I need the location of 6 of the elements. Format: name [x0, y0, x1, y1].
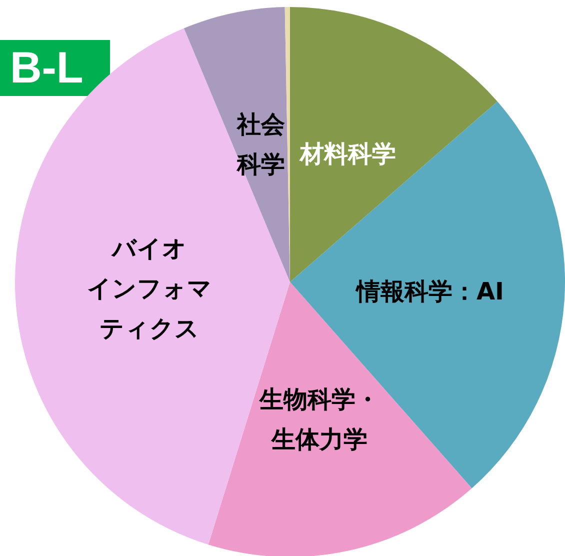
slice-label: 材料科学: [299, 140, 396, 168]
text: B-L: [10, 44, 84, 92]
slice-label: 生物科学・生体力学: [258, 385, 380, 454]
slice-label: 情報科学：AI: [354, 277, 504, 306]
slice-label: 社会科学: [236, 110, 286, 179]
slice-label: バイオインフォマティクス: [87, 234, 212, 343]
